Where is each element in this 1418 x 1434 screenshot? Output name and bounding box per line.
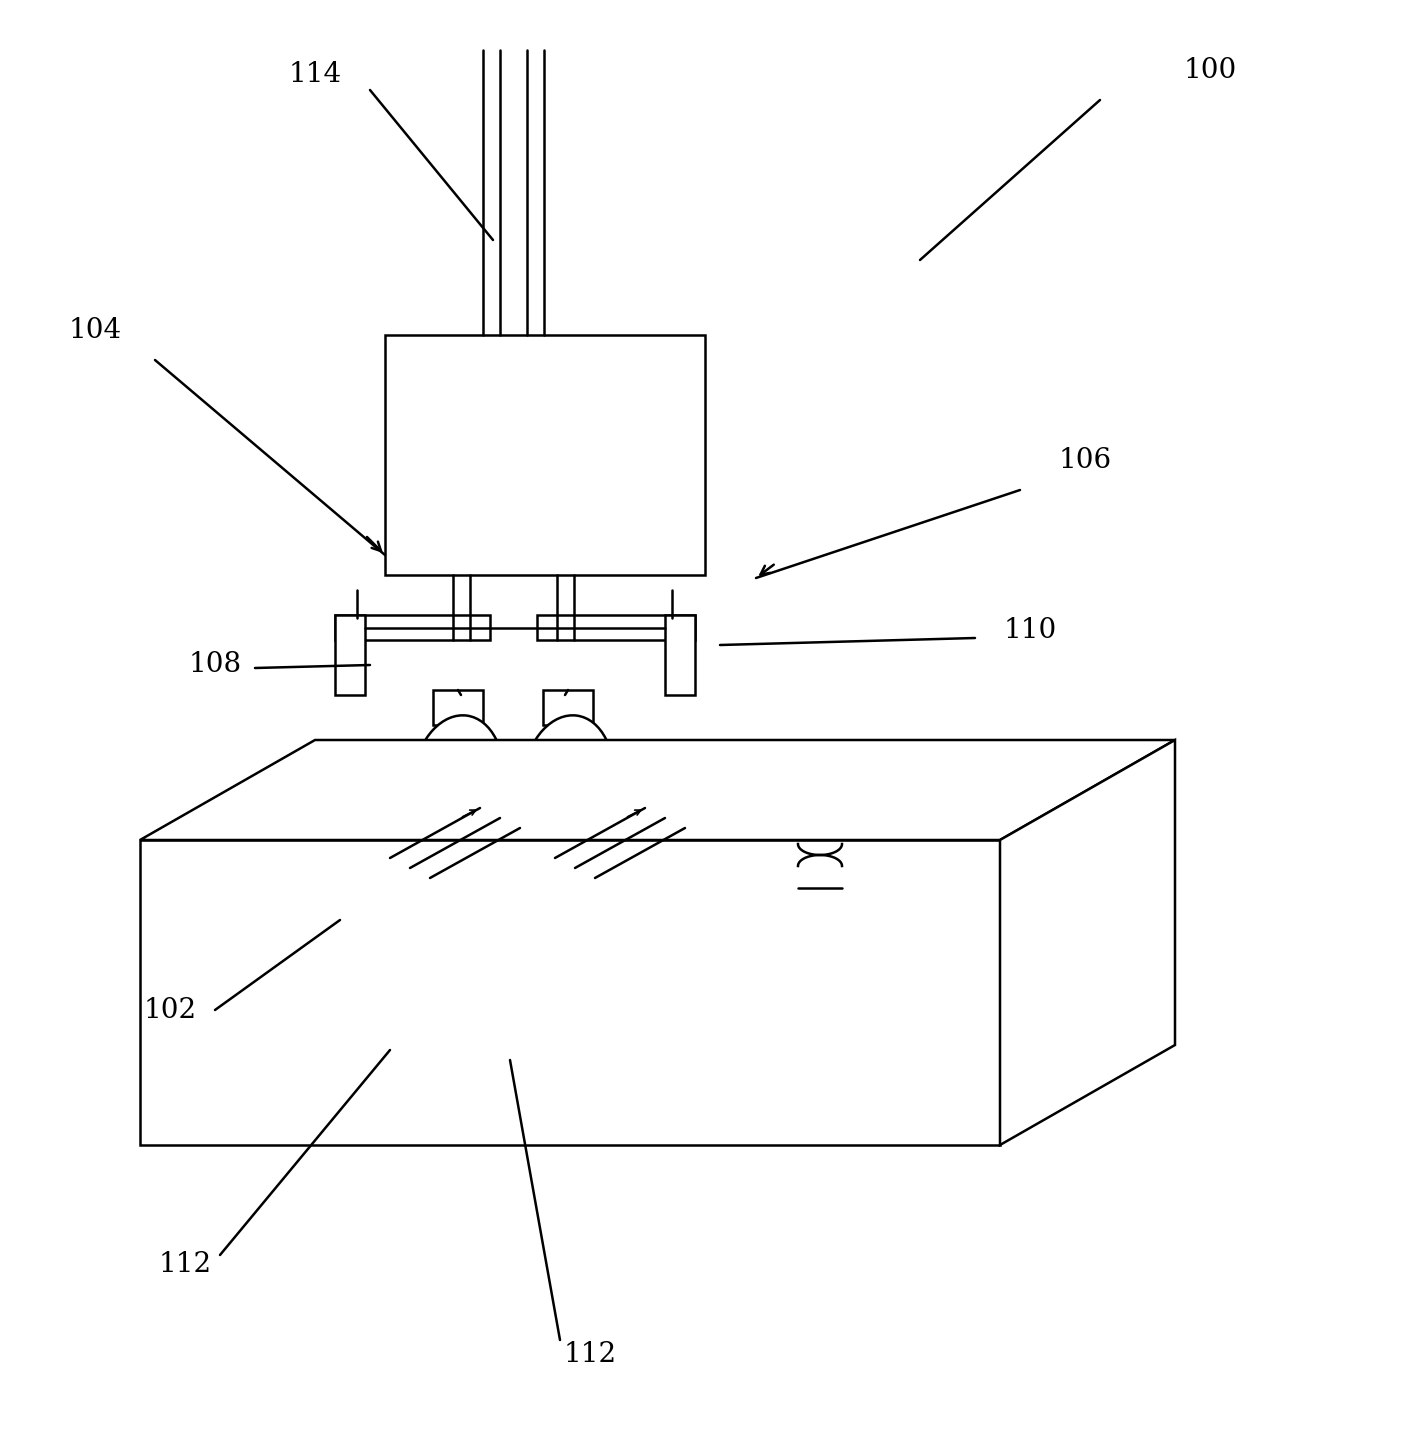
Bar [386,336,705,575]
Bar [140,840,1000,1144]
Bar [432,690,484,726]
Text: 112: 112 [563,1341,617,1368]
Text: 102: 102 [143,997,197,1024]
Ellipse shape [522,716,614,845]
Bar [665,615,695,695]
Bar [335,615,364,695]
Ellipse shape [413,716,503,845]
Bar [543,690,593,726]
Text: 112: 112 [159,1252,211,1279]
Text: 114: 114 [288,62,342,89]
Bar [335,615,491,640]
Bar [537,615,695,640]
Text: 100: 100 [1184,56,1236,83]
Text: 106: 106 [1058,446,1112,473]
Polygon shape [1000,740,1176,1144]
Polygon shape [140,740,1176,840]
Text: 110: 110 [1004,617,1056,644]
Text: 104: 104 [68,317,122,344]
Text: 108: 108 [189,651,241,678]
